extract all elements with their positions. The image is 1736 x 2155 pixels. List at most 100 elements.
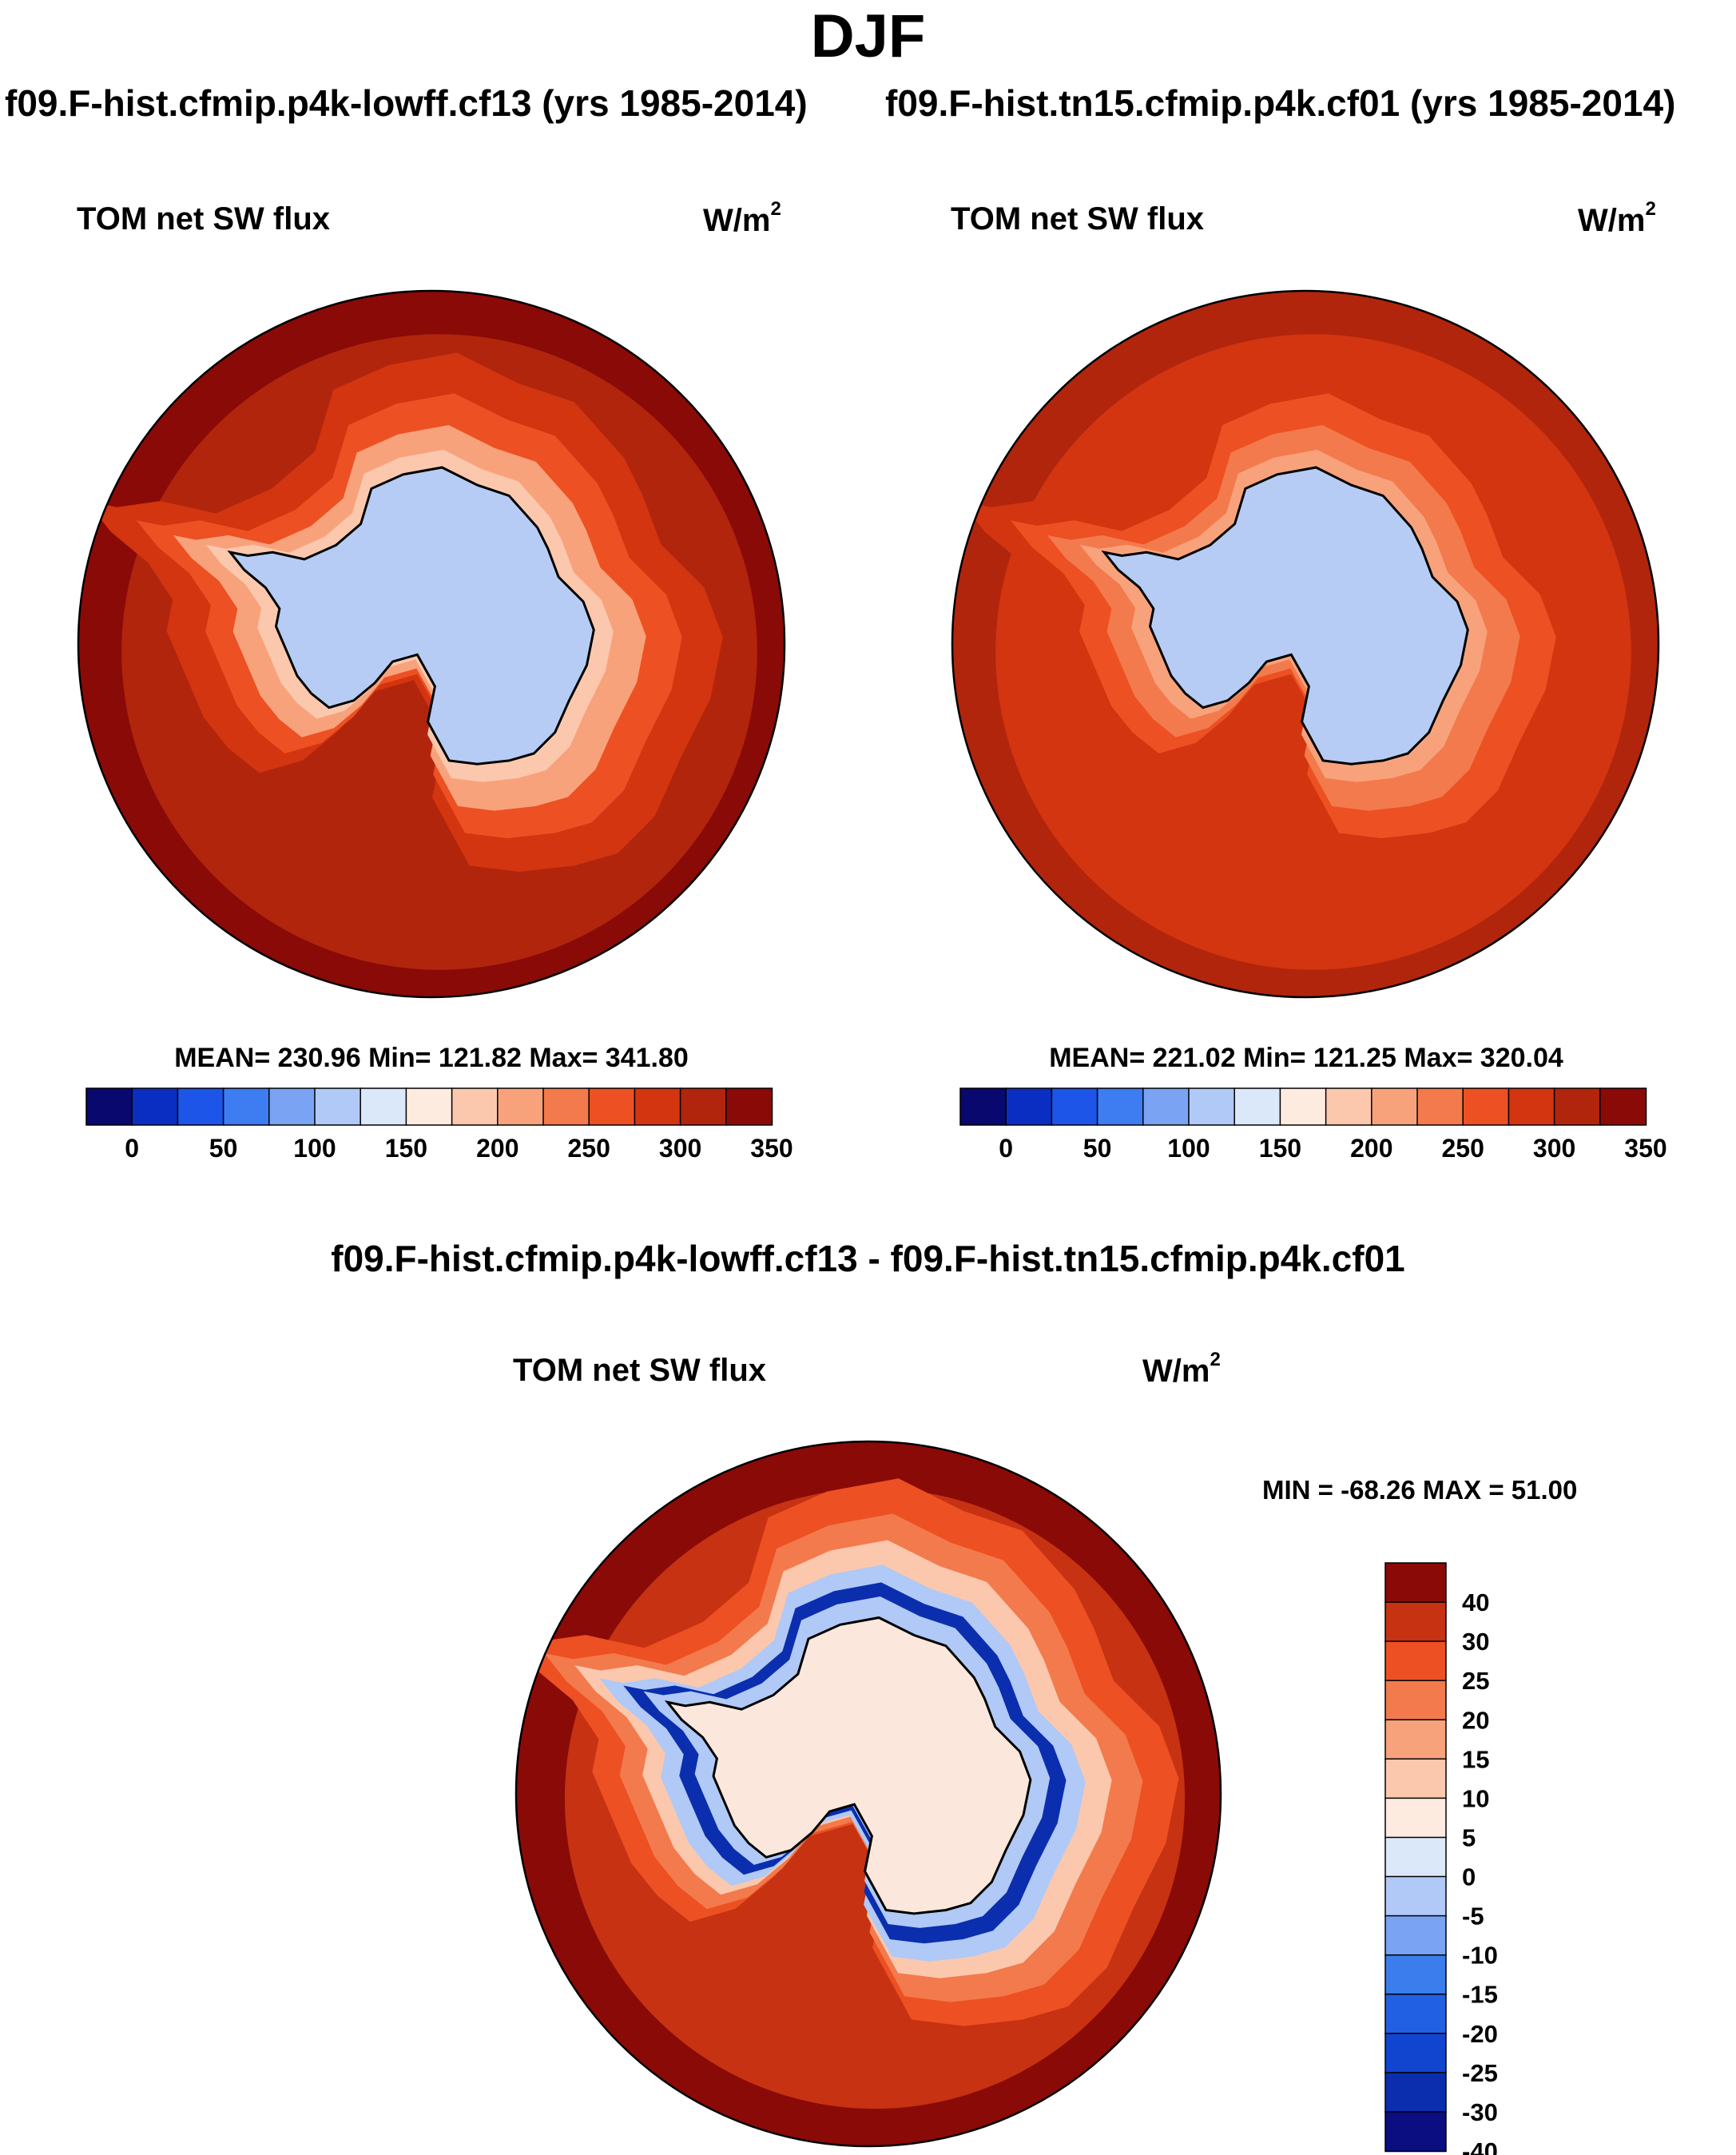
right-antarctica (1101, 466, 1469, 765)
right-units-sup: 2 (1645, 198, 1656, 220)
diff-colorbar-box-13 (1384, 2072, 1447, 2113)
right-stats: MEAN= 221.02 Min= 121.25 Max= 320.04 (1049, 1043, 1563, 1073)
difference-units-label: W/m2 (1142, 1349, 1221, 1390)
left-colorbar-box-9 (497, 1087, 545, 1126)
right-colorbar-box-6 (1233, 1087, 1281, 1126)
left-colorbar-box-7 (405, 1087, 453, 1126)
right-colorbar-box-5 (1188, 1087, 1236, 1126)
right-map-border (951, 289, 1660, 999)
right-colorbar-box-10 (1416, 1087, 1464, 1126)
diff-colorbar-box-7 (1384, 1836, 1447, 1878)
diff-colorbar-box-0 (1384, 1562, 1447, 1604)
diff-colorbar-box-5 (1384, 1758, 1447, 1799)
left-colorbar-label-6: 300 (659, 1134, 701, 1163)
diff-colorbar-box-12 (1384, 2033, 1447, 2074)
left-case-title: f09.F-hist.cfmip.p4k-lowff.cf13 (yrs 198… (5, 82, 808, 124)
right-colorbar-label-5: 250 (1442, 1134, 1484, 1163)
right-colorbar-box-1 (1005, 1087, 1053, 1126)
left-colorbar-box-8 (451, 1087, 499, 1126)
right-colorbar-box-13 (1553, 1087, 1602, 1126)
left-colorbar-box-4 (268, 1087, 316, 1126)
right-colorbar-label-6: 300 (1533, 1134, 1575, 1163)
left-colorbar-label-4: 200 (476, 1134, 518, 1163)
left-units-label: W/m2 (703, 198, 781, 239)
diff-antarctica (664, 1616, 1032, 1915)
difference-units-sup: 2 (1210, 1349, 1221, 1370)
right-colorbar-box-8 (1325, 1087, 1373, 1126)
right-colorbar-box-0 (959, 1087, 1007, 1126)
left-colorbar-box-1 (131, 1087, 179, 1126)
left-colorbar-box-6 (360, 1087, 407, 1126)
diff-colorbar-label-2: 25 (1462, 1667, 1489, 1695)
diff-colorbar-label-11: -20 (1462, 2020, 1498, 2048)
left-map-border (77, 289, 786, 999)
left-colorbar-box-5 (314, 1087, 362, 1126)
diff-colorbar-label-1: 30 (1462, 1628, 1489, 1656)
diff-colorbar-label-3: 20 (1462, 1706, 1489, 1734)
difference-variable-label: TOM net SW flux (513, 1353, 767, 1388)
left-colorbar-label-2: 100 (293, 1134, 336, 1163)
right-colorbar-box-14 (1599, 1087, 1647, 1126)
right-colorbar: 0 50 100 150 200 250 300 350 (959, 1087, 1667, 1163)
right-colorbar-label-4: 200 (1350, 1134, 1392, 1163)
diff-colorbar-label-6: 5 (1462, 1824, 1476, 1852)
right-colorbar-box-11 (1462, 1087, 1510, 1126)
right-colorbar-label-2: 100 (1167, 1134, 1210, 1163)
diff-colorbar-label-12: -25 (1462, 2059, 1498, 2087)
left-units-text: W/m (703, 203, 771, 238)
diff-colorbar-label-13: -30 (1462, 2098, 1498, 2126)
left-stats: MEAN= 230.96 Min= 121.82 Max= 341.80 (174, 1043, 689, 1073)
diff-colorbar-box-3 (1384, 1680, 1447, 1721)
difference-units-text: W/m (1142, 1354, 1210, 1389)
left-antarctica (227, 466, 595, 765)
right-colorbar-box-12 (1508, 1087, 1555, 1126)
diff-colorbar-box-2 (1384, 1640, 1447, 1682)
difference-title: f09.F-hist.cfmip.p4k-lowff.cf13 - f09.F-… (331, 1238, 1405, 1279)
right-colorbar-label-3: 150 (1259, 1134, 1301, 1163)
right-colorbar-label-1: 50 (1083, 1134, 1112, 1163)
right-colorbar-box-9 (1371, 1087, 1419, 1126)
difference-polar-map (514, 1440, 1222, 2148)
diff-colorbar-label-14: -40 (1462, 2137, 1498, 2155)
left-colorbar-box-0 (85, 1087, 133, 1126)
left-colorbar-label-3: 150 (385, 1134, 427, 1163)
right-colorbar-box-4 (1142, 1087, 1190, 1126)
difference-colorbar: 40 30 25 20 15 10 5 0 -5 -10 -15 -20 -25 -30 -40 (1384, 1562, 1498, 2155)
diff-colorbar-box-14 (1384, 2111, 1447, 2153)
right-colorbar-label-7: 350 (1624, 1134, 1666, 1163)
left-units-sup: 2 (770, 198, 781, 220)
left-colorbar-box-13 (679, 1087, 728, 1126)
diff-map-border (514, 1440, 1222, 2148)
left-colorbar-label-7: 350 (750, 1134, 793, 1163)
diff-colorbar-box-1 (1384, 1601, 1447, 1643)
diff-colorbar-label-9: -10 (1462, 1942, 1498, 1970)
right-units-label: W/m2 (1578, 198, 1656, 239)
left-colorbar: 0 50 100 150 200 250 300 350 (85, 1087, 793, 1163)
diff-colorbar-box-8 (1384, 1875, 1447, 1917)
right-variable-label: TOM net SW flux (951, 201, 1205, 237)
right-colorbar-box-2 (1051, 1087, 1098, 1126)
left-colorbar-label-1: 50 (209, 1134, 238, 1163)
diff-colorbar-box-6 (1384, 1797, 1447, 1839)
left-colorbar-box-11 (588, 1087, 636, 1126)
left-colorbar-box-3 (222, 1087, 271, 1126)
left-colorbar-label-5: 250 (568, 1134, 610, 1163)
left-colorbar-box-2 (177, 1087, 224, 1126)
right-case-title: f09.F-hist.tn15.cfmip.p4k.cf01 (yrs 1985… (885, 82, 1676, 124)
left-colorbar-box-14 (725, 1087, 773, 1126)
diff-colorbar-label-8: -5 (1462, 1903, 1484, 1930)
left-colorbar-box-12 (634, 1087, 681, 1126)
diff-colorbar-box-11 (1384, 1993, 1447, 2035)
diff-colorbar-label-0: 40 (1462, 1588, 1489, 1616)
diff-colorbar-label-7: 0 (1462, 1863, 1476, 1891)
difference-minmax: MIN = -68.26 MAX = 51.00 (1262, 1475, 1578, 1505)
main-title: DJF (810, 2, 926, 70)
diff-colorbar-label-4: 15 (1462, 1745, 1489, 1773)
right-colorbar-box-7 (1279, 1087, 1327, 1126)
diff-colorbar-label-10: -15 (1462, 1981, 1498, 2009)
left-variable-label: TOM net SW flux (77, 201, 331, 237)
left-colorbar-label-0: 0 (125, 1134, 139, 1163)
left-polar-map (77, 289, 786, 999)
diff-colorbar-label-5: 10 (1462, 1784, 1489, 1812)
right-colorbar-label-0: 0 (999, 1134, 1013, 1163)
